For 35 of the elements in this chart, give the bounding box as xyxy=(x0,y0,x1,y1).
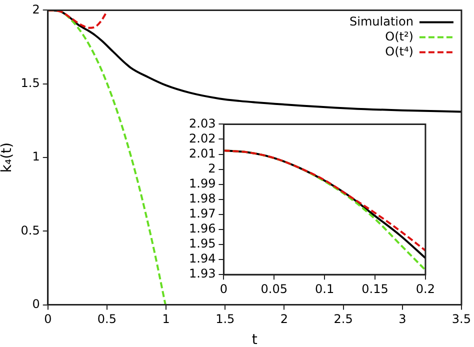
x-tick-label: 0.05 xyxy=(260,282,288,296)
y-tick-label: 1.96 xyxy=(189,222,216,236)
x-tick-label: 2 xyxy=(280,312,288,326)
legend-label: O(t²) xyxy=(385,29,414,44)
legend-label: Simulation xyxy=(350,14,414,28)
legend-label: O(t⁴) xyxy=(385,44,414,58)
y-tick-label: 1.97 xyxy=(189,206,216,221)
y-axis-title: k₄(t) xyxy=(0,142,16,173)
y-tick-label: 0.5 xyxy=(20,223,40,238)
y-tick-label: 1.99 xyxy=(189,176,216,190)
x-tick-label: 0 xyxy=(220,282,228,296)
x-tick-label: 0.5 xyxy=(97,312,117,326)
y-tick-label: 1 xyxy=(32,150,40,164)
x-tick-label: 0.1 xyxy=(315,282,334,296)
y-tick-label: 0 xyxy=(32,296,40,311)
x-tick-label: 1.5 xyxy=(216,312,235,326)
y-tick-label: 1.98 xyxy=(189,192,216,206)
x-tick-label: 3.5 xyxy=(452,312,472,326)
x-tick-label: 1 xyxy=(162,312,170,326)
y-tick-label: 2.03 xyxy=(189,116,216,130)
line-series xyxy=(48,10,108,29)
x-tick-label: 3 xyxy=(398,312,406,326)
y-tick-label: 1.95 xyxy=(189,236,216,251)
y-tick-label: 1.5 xyxy=(20,76,40,90)
y-tick-label: 2 xyxy=(32,2,40,16)
y-tick-label: 1.94 xyxy=(189,252,216,266)
x-tick-label: 0 xyxy=(44,312,52,326)
y-tick-label: 2 xyxy=(208,161,216,176)
x-tick-label: 2.5 xyxy=(334,312,353,326)
y-tick-label: 1.93 xyxy=(189,266,216,281)
x-tick-label: 0.15 xyxy=(362,282,388,296)
y-tick-label: 2.02 xyxy=(189,131,216,146)
x-axis-title: t xyxy=(252,332,258,347)
y-tick-label: 2.01 xyxy=(189,146,216,160)
x-tick-label: 0.2 xyxy=(416,282,436,296)
